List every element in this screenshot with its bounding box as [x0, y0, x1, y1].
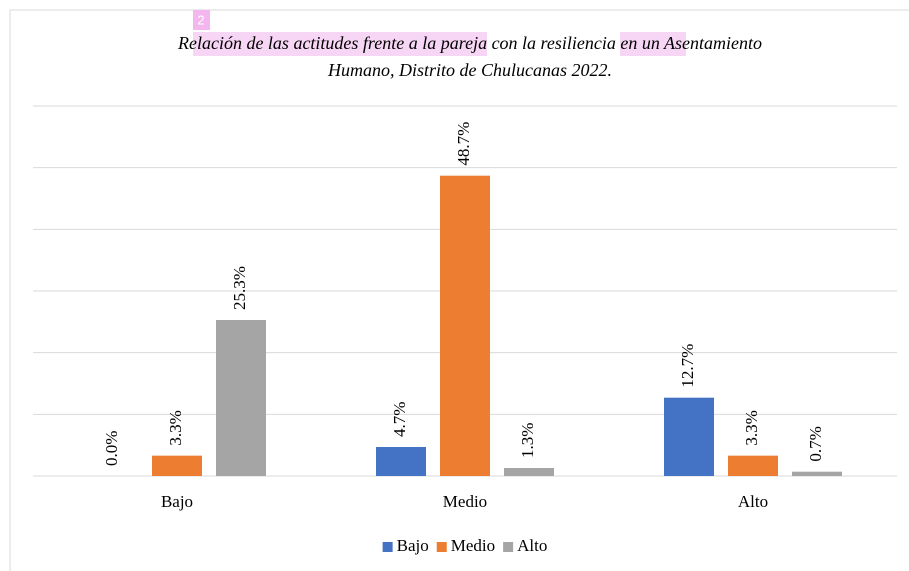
highlight — [193, 32, 487, 56]
bar — [376, 447, 426, 476]
bar — [664, 397, 714, 476]
legend-label: Alto — [517, 536, 547, 555]
data-label: 12.7% — [678, 344, 697, 388]
bar — [440, 175, 490, 476]
data-label: 0.7% — [806, 426, 825, 461]
data-label: 48.7% — [454, 122, 473, 166]
data-label: 4.7% — [390, 402, 409, 437]
bar — [504, 467, 554, 476]
data-label: 0.0% — [102, 431, 121, 466]
chart-frame — [9, 9, 909, 571]
bar — [728, 455, 778, 476]
bar — [152, 455, 202, 476]
x-tick-label: Medio — [443, 492, 487, 511]
legend-label: Bajo — [397, 536, 429, 555]
badge-box — [193, 10, 210, 30]
chart-title: Relación de las actitudes frente a la pa… — [177, 33, 762, 53]
data-label: 3.3% — [166, 410, 185, 445]
legend-swatch — [436, 542, 447, 552]
highlight — [620, 32, 686, 56]
x-tick-label: Bajo — [161, 492, 193, 511]
legend-label: Medio — [451, 536, 495, 555]
bar — [792, 471, 842, 476]
legend-swatch — [503, 542, 514, 552]
badge: 2 — [197, 12, 204, 27]
data-label: 1.3% — [518, 423, 537, 458]
data-label: 3.3% — [742, 410, 761, 445]
data-label: 25.3% — [230, 266, 249, 310]
chart-title: Humano, Distrito de Chulucanas 2022. — [327, 60, 612, 80]
bar — [216, 319, 266, 476]
x-tick-label: Alto — [738, 492, 768, 511]
legend-swatch — [382, 542, 393, 552]
